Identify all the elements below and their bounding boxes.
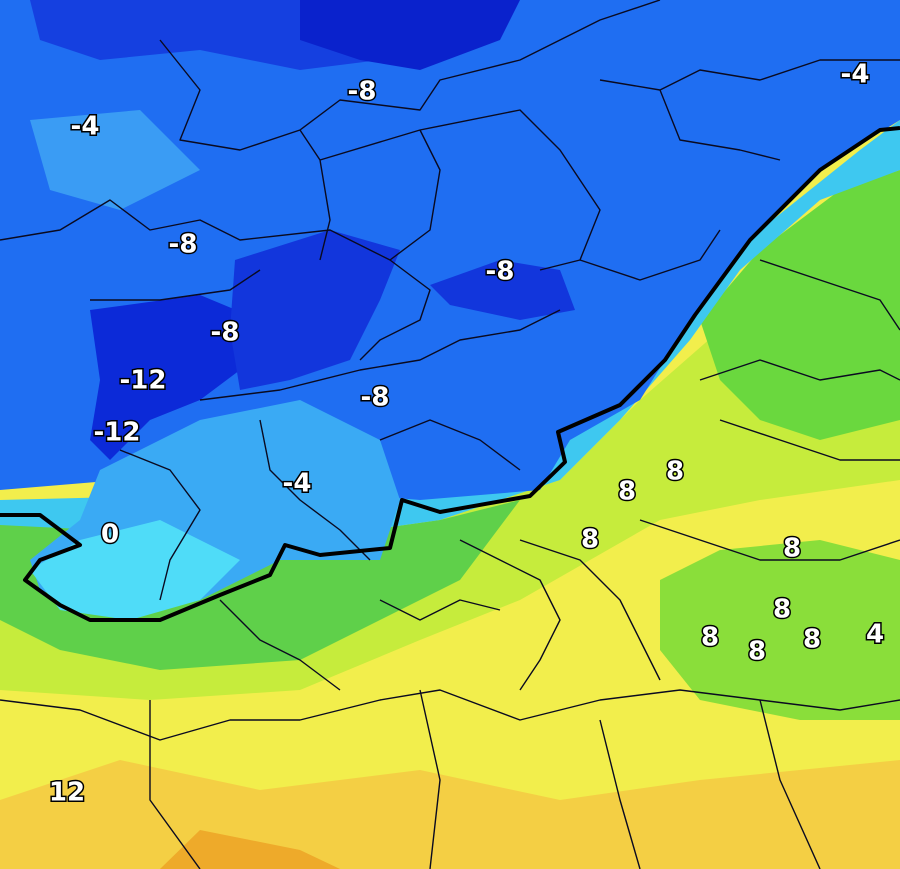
orange-area bbox=[160, 830, 340, 869]
cyan-area bbox=[30, 520, 240, 620]
temp-label: 8 bbox=[783, 534, 801, 564]
isotherm-labels: -8 -4 -4 -8 -8 -8 -12 -12 -8 -4 0 8 8 8 … bbox=[47, 58, 885, 809]
temp-label: 8 bbox=[773, 595, 791, 625]
zero-isotherm bbox=[0, 126, 900, 622]
temp-label: 0 bbox=[101, 520, 119, 550]
temp-label: -8 bbox=[486, 257, 515, 287]
temp-label: -8 bbox=[348, 77, 377, 107]
temp-label: -4 bbox=[841, 60, 870, 90]
temp-label: 12 bbox=[49, 778, 85, 808]
very-cold-area bbox=[90, 295, 260, 460]
temp-label: -12 bbox=[94, 418, 141, 448]
temp-label: 4 bbox=[866, 620, 884, 650]
very-cold-area bbox=[300, 0, 520, 70]
temp-label: -8 bbox=[169, 230, 198, 260]
temp-label: -4 bbox=[71, 112, 100, 142]
very-cold-area bbox=[430, 260, 575, 320]
cool-area bbox=[30, 110, 200, 210]
temp-label: 8 bbox=[618, 477, 636, 507]
temp-label: -8 bbox=[211, 318, 240, 348]
very-cold-area bbox=[230, 230, 400, 390]
temp-label: 8 bbox=[666, 457, 684, 487]
temp-label: 8 bbox=[803, 625, 821, 655]
temp-label: -8 bbox=[361, 383, 390, 413]
temp-label: 8 bbox=[748, 637, 766, 667]
green-area bbox=[700, 170, 900, 440]
temp-label: -4 bbox=[283, 469, 312, 499]
green-area bbox=[660, 540, 900, 720]
temp-label: 8 bbox=[581, 525, 599, 555]
temp-label: -12 bbox=[120, 366, 167, 396]
temp-label: 8 bbox=[701, 623, 719, 653]
